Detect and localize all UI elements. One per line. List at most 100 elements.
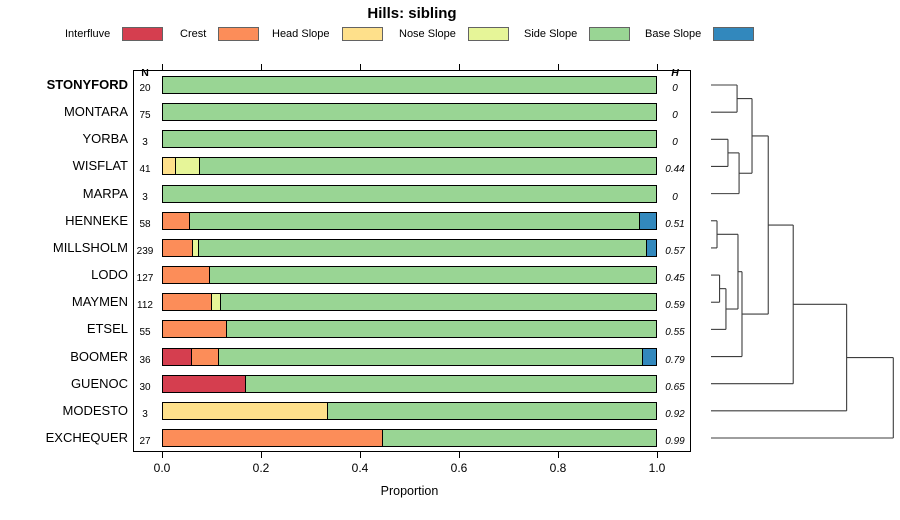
bar-row-yorba (162, 130, 657, 149)
axis-tick (260, 64, 262, 70)
n-column-header: N (141, 67, 149, 79)
bar-segment-side-slope (218, 348, 643, 365)
bar-segment-base-slope (642, 348, 656, 365)
bar-segment-side-slope (245, 375, 656, 392)
row-label-millsholm: MILLSHOLM (52, 239, 128, 255)
legend-swatch-side-slope (589, 27, 631, 41)
n-value: 58 (139, 218, 151, 230)
legend-swatch-nose-slope (467, 27, 509, 41)
h-value: 0.55 (665, 327, 685, 339)
bar-segment-base-slope (639, 212, 656, 229)
bar-segment-side-slope (163, 104, 656, 121)
bar-segment-crest (163, 239, 193, 256)
bar-segment-side-slope (163, 131, 656, 148)
legend-label: Crest (180, 28, 207, 40)
bar-row-wisflat (162, 157, 657, 176)
bar-segment-nose-slope (192, 239, 199, 256)
n-value: 3 (142, 191, 148, 203)
n-value: 127 (136, 273, 154, 285)
n-value: 75 (139, 110, 151, 122)
axis-tick (557, 64, 559, 70)
legend-swatch-base-slope (713, 27, 755, 41)
legend-item: Side Slope (524, 26, 631, 42)
row-label-stonyford: STONYFORD (46, 77, 128, 92)
bar-row-etsel (162, 320, 657, 339)
bar-segment-side-slope (225, 321, 656, 338)
row-label-wisflat: WISFLAT (72, 158, 128, 174)
x-axis-title: Proportion (380, 484, 439, 498)
bar-segment-crest (190, 348, 219, 365)
row-label-modesto: MODESTO (62, 402, 129, 418)
bar-segment-side-slope (163, 185, 656, 202)
plot-panel (133, 70, 691, 452)
h-value: 0.79 (665, 354, 685, 366)
bar-row-millsholm (162, 238, 657, 257)
n-value: 36 (139, 354, 151, 366)
h-value: 0.65 (665, 381, 685, 393)
bar-segment-interfluve (163, 348, 191, 365)
bar-row-henneke (162, 211, 657, 230)
x-tick-label: 0.2 (252, 461, 270, 475)
legend-label: Nose Slope (399, 28, 456, 40)
chart-title: Hills: sibling (367, 5, 457, 22)
x-tick-label: 0.6 (450, 461, 468, 475)
bar-segment-crest (163, 321, 226, 338)
h-column-header: H (671, 67, 679, 79)
row-label-maymen: MAYMEN (71, 294, 128, 310)
h-value: 0.99 (665, 436, 685, 447)
legend-label: Base Slope (645, 28, 702, 40)
bar-segment-nose-slope (211, 294, 221, 311)
axis-tick (359, 64, 361, 70)
bar-segment-interfluve (163, 375, 246, 392)
n-value: 3 (142, 408, 148, 420)
h-value: 0.44 (665, 164, 685, 176)
h-value: 0 (672, 83, 678, 94)
bar-row-stonyford (162, 76, 657, 94)
bar-row-maymen (162, 293, 657, 312)
bar-segment-side-slope (327, 402, 656, 419)
n-value: 30 (139, 381, 151, 393)
bar-segment-side-slope (220, 294, 656, 311)
axis-tick (161, 452, 163, 458)
bar-segment-side-slope (209, 267, 656, 284)
x-tick-label: 0.0 (153, 461, 171, 475)
n-value: 41 (139, 164, 151, 176)
bar-segment-head-slope (163, 158, 175, 175)
row-label-guenoc: GUENOC (70, 375, 128, 391)
x-tick-label: 0.8 (549, 461, 567, 475)
n-value: 112 (137, 300, 153, 312)
row-label-exchequer: EXCHEQUER (45, 430, 128, 445)
axis-tick (260, 452, 262, 458)
axis-tick (656, 452, 658, 458)
legend-swatch-crest (218, 27, 260, 41)
bar-row-montara (162, 103, 657, 122)
axis-tick (656, 64, 658, 70)
row-label-etsel: ETSEL (86, 321, 128, 337)
h-value: 0.51 (665, 218, 685, 230)
bar-segment-side-slope (198, 239, 646, 256)
bar-row-guenoc (162, 374, 657, 393)
row-label-henneke: HENNEKE (65, 212, 128, 228)
legend-item: Interfluve (65, 26, 164, 42)
axis-tick (557, 452, 559, 458)
bar-segment-crest (163, 267, 210, 284)
n-value: 20 (139, 83, 151, 94)
legend-item: Nose Slope (399, 26, 509, 42)
legend-label: Interfluve (65, 28, 111, 40)
legend-item: Base Slope (645, 26, 755, 42)
bar-segment-crest (163, 212, 189, 229)
h-value: 0.45 (665, 273, 685, 285)
legend-label: Side Slope (524, 28, 578, 40)
bar-segment-crest (163, 294, 212, 311)
legend-item: Head Slope (272, 26, 383, 42)
bar-segment-nose-slope (174, 158, 199, 175)
x-tick-label: 1.0 (648, 461, 666, 475)
bar-segment-crest (163, 430, 382, 446)
n-value: 27 (139, 436, 151, 447)
n-value: 239 (136, 245, 154, 257)
bar-row-modesto (162, 401, 657, 420)
legend-swatch-head-slope (341, 27, 383, 41)
bar-segment-side-slope (381, 430, 656, 446)
n-value: 3 (142, 137, 148, 149)
